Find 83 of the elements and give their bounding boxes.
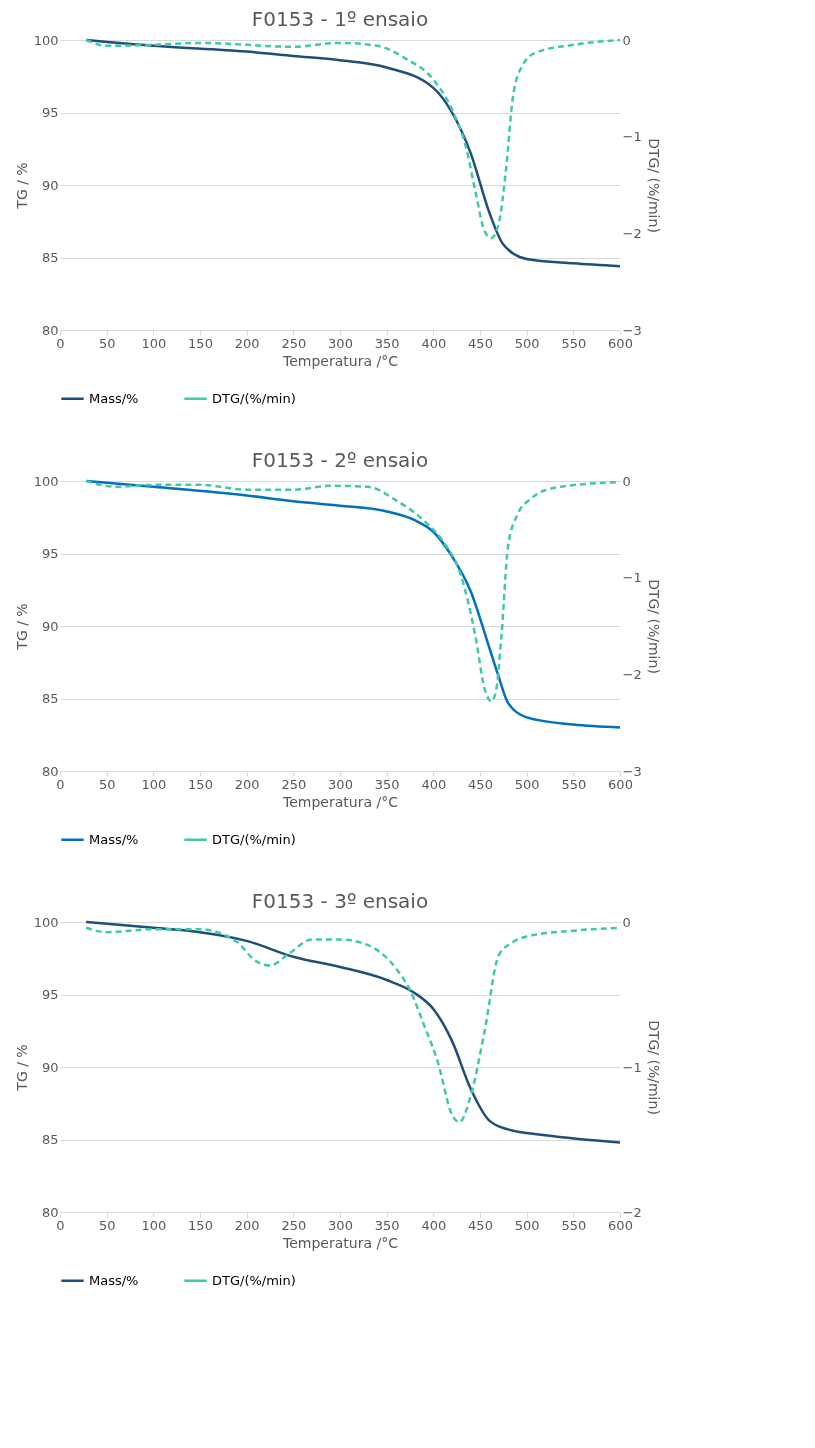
x-axis-title: Temperatura /°C [282,1234,399,1251]
x-tick-label: 400 [421,335,447,351]
x-tick-label: 50 [98,776,116,792]
y-axis-title: TG / % [13,1044,30,1092]
x-tick-label: 100 [141,1217,167,1233]
x-tick-label: 0 [56,335,65,351]
y-tick-label: 100 [33,914,59,930]
x-tick-label: 500 [514,335,540,351]
x-tick-label: 200 [234,776,260,792]
y2-tick-label: −3 [622,322,642,338]
y2-tick-label: 0 [622,473,631,489]
x-tick-label: 400 [421,1217,447,1233]
legend-label: DTG/(%/min) [212,390,296,406]
y-tick-label: 80 [41,763,59,779]
x-tick-label: 350 [374,335,400,351]
x-tick-label: 300 [328,776,353,792]
y-tick-label: 80 [41,322,59,338]
x-tick-label: 250 [281,335,307,351]
chart-title: F0153 - 2º ensaio [251,448,429,472]
x-tick-label: 100 [141,776,167,792]
y2-tick-label: −1 [622,129,642,145]
x-axis-title: Temperatura /°C [282,352,399,369]
x-tick-label: 250 [281,1217,307,1233]
x-tick-label: 250 [281,776,307,792]
y2-tick-label: −1 [622,570,642,586]
y-tick-label: 100 [33,473,59,489]
y-tick-label: 95 [41,987,59,1002]
x-tick-label: 300 [328,335,353,351]
chart-title: F0153 - 3º ensaio [251,889,429,913]
x-tick-label: 550 [561,1217,587,1233]
y-axis-title: TG / % [13,162,30,210]
x-tick-label: 500 [514,776,540,792]
x-tick-label: 450 [468,335,493,351]
x-tick-label: 600 [608,335,633,351]
y2-axis-title: DTG/ (%/min) [645,1020,662,1115]
y-tick-label: 85 [41,1132,59,1147]
y-tick-label: 95 [41,105,59,120]
y-tick-label: 90 [41,1059,59,1075]
x-tick-label: 550 [561,335,587,351]
legend-label: Mass/% [89,1272,139,1288]
y-tick-label: 90 [41,618,59,634]
y2-tick-label: 0 [622,914,631,930]
y2-tick-label: −1 [622,1059,642,1075]
x-tick-label: 100 [141,335,167,351]
x-tick-label: 300 [328,1217,353,1233]
y2-tick-label: −3 [622,763,642,779]
x-tick-label: 150 [188,335,213,351]
x-tick-label: 500 [514,1217,540,1233]
x-tick-label: 450 [468,776,493,792]
x-tick-label: 600 [608,1217,633,1233]
x-axis-title: Temperatura /°C [282,793,399,810]
y-tick-label: 95 [41,546,59,561]
y2-tick-label: −2 [622,1204,642,1220]
legend-label: Mass/% [89,831,139,847]
y-tick-label: 85 [41,250,59,265]
x-tick-label: 600 [608,776,633,792]
x-tick-label: 50 [98,1217,116,1233]
y-tick-label: 85 [41,691,59,706]
y2-tick-label: −2 [622,225,642,241]
x-tick-label: 150 [188,1217,213,1233]
x-tick-label: 450 [468,1217,493,1233]
legend-label: DTG/(%/min) [212,1272,296,1288]
y-tick-label: 100 [33,32,59,48]
y2-axis-title: DTG/ (%/min) [645,138,662,233]
x-tick-label: 0 [56,776,65,792]
y-tick-label: 80 [41,1204,59,1220]
y2-tick-label: 0 [622,32,631,48]
chart-title: F0153 - 1º ensaio [251,7,429,31]
y-tick-label: 90 [41,177,59,193]
y2-tick-label: −2 [622,666,642,682]
x-tick-label: 0 [56,1217,65,1233]
x-tick-label: 50 [98,335,116,351]
y2-axis-title: DTG/ (%/min) [645,579,662,674]
x-tick-label: 350 [374,1217,400,1233]
x-tick-label: 200 [234,1217,260,1233]
y-axis-title: TG / % [13,603,30,651]
x-tick-label: 350 [374,776,400,792]
x-tick-label: 550 [561,776,587,792]
legend-label: Mass/% [89,390,139,406]
x-tick-label: 200 [234,335,260,351]
x-tick-label: 400 [421,776,447,792]
legend-label: DTG/(%/min) [212,831,296,847]
x-tick-label: 150 [188,776,213,792]
